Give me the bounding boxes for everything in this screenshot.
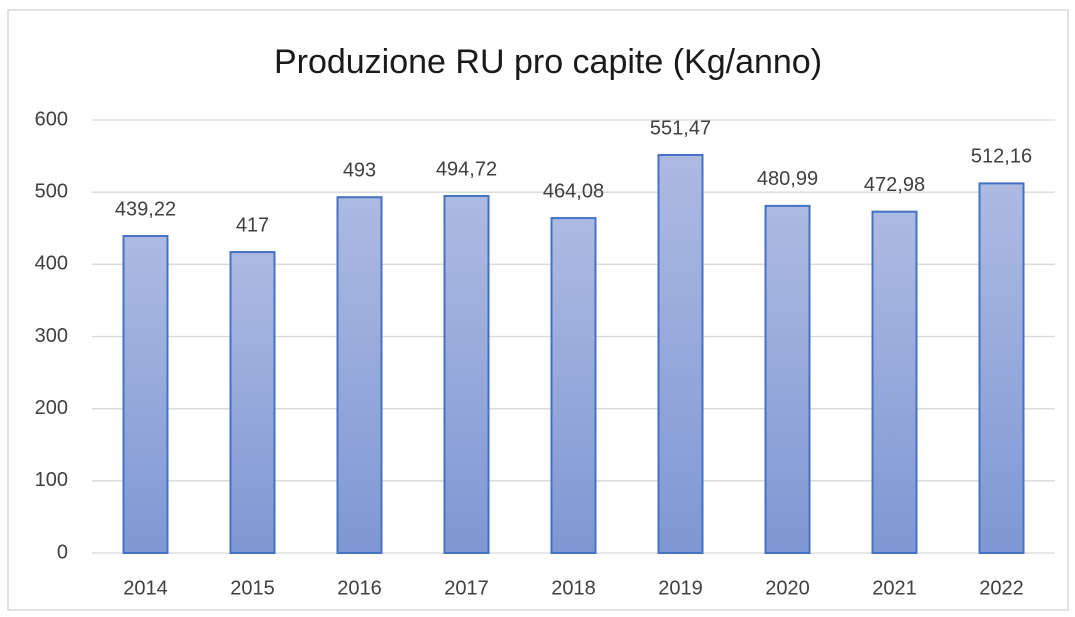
value-label: 551,47 bbox=[650, 117, 711, 139]
x-tick-label: 2021 bbox=[872, 577, 917, 599]
bar bbox=[764, 204, 811, 554]
x-tick-label: 2016 bbox=[337, 577, 382, 599]
bar bbox=[978, 182, 1025, 554]
value-label: 439,22 bbox=[115, 198, 176, 220]
y-tick-label: 400 bbox=[35, 253, 68, 275]
value-label: 494,72 bbox=[436, 158, 497, 180]
value-label: 512,16 bbox=[971, 146, 1032, 168]
y-tick-label: 600 bbox=[35, 108, 68, 130]
y-tick-label: 100 bbox=[35, 469, 68, 491]
x-tick-label: 2019 bbox=[658, 577, 703, 599]
y-tick-label: 500 bbox=[35, 180, 68, 202]
bar bbox=[657, 154, 704, 554]
x-tick-label: 2022 bbox=[979, 577, 1024, 599]
value-label: 464,08 bbox=[543, 180, 604, 202]
value-label: 417 bbox=[236, 214, 269, 236]
chart-title: Produzione RU pro capite (Kg/anno) bbox=[274, 43, 822, 81]
x-tick-label: 2020 bbox=[765, 577, 810, 599]
x-tick-label: 2014 bbox=[123, 577, 168, 599]
bar bbox=[871, 210, 918, 554]
x-tick-label: 2015 bbox=[230, 577, 275, 599]
bar bbox=[550, 217, 597, 554]
y-tick-label: 0 bbox=[57, 541, 68, 563]
bar bbox=[229, 251, 276, 554]
value-label: 472,98 bbox=[864, 174, 925, 196]
y-tick-label: 300 bbox=[35, 325, 68, 347]
y-tick-label: 200 bbox=[35, 397, 68, 419]
x-tick-label: 2017 bbox=[444, 577, 489, 599]
bar bbox=[443, 194, 490, 554]
value-label: 480,99 bbox=[757, 168, 818, 190]
bar bbox=[336, 196, 383, 555]
bar bbox=[122, 235, 169, 554]
value-label: 493 bbox=[343, 159, 376, 181]
x-tick-label: 2018 bbox=[551, 577, 596, 599]
